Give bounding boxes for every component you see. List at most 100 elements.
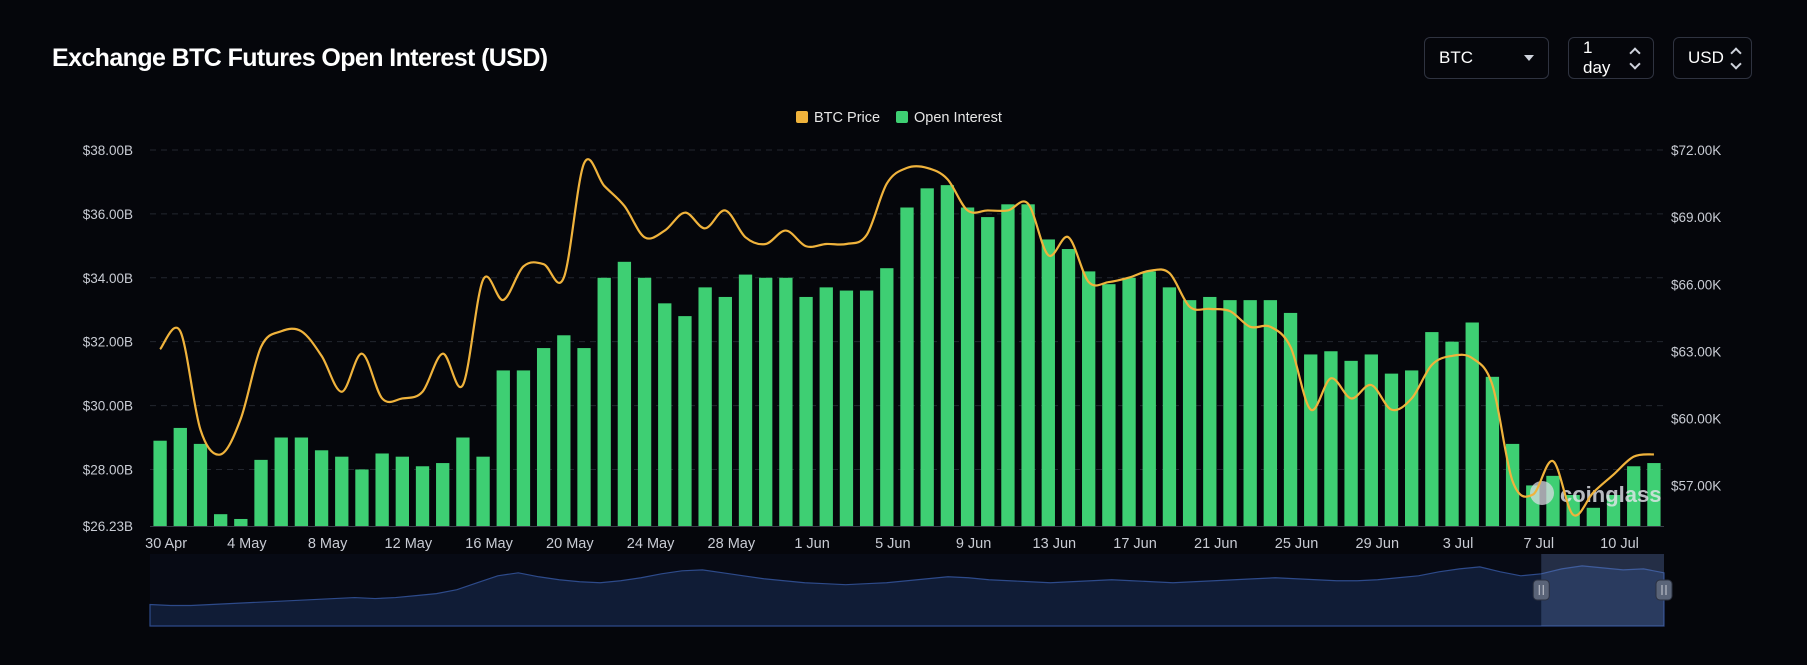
coinglass-icon: [1530, 481, 1554, 505]
open-interest-bar: [658, 303, 672, 526]
open-interest-bar: [1203, 296, 1217, 526]
open-interest-bar: [738, 274, 753, 526]
navigator-selection: [1541, 554, 1664, 626]
symbol-select[interactable]: BTC: [1424, 37, 1549, 79]
open-interest-bar: [1384, 373, 1399, 526]
navigator-handle-right[interactable]: [1655, 579, 1673, 601]
open-interest-bar: [1102, 284, 1116, 526]
open-interest-bar: [819, 287, 833, 526]
y-right-tick-label: $60.00K: [1671, 412, 1721, 427]
open-interest-bar: [193, 443, 208, 526]
open-interest-bar: [1061, 249, 1076, 526]
open-interest-bar: [436, 463, 450, 526]
x-tick-label: 5 Jun: [875, 536, 910, 552]
x-tick-label: 17 Jun: [1113, 536, 1157, 552]
open-interest-bar: [1505, 443, 1520, 526]
open-interest-bar: [981, 217, 995, 526]
y-left-tick-label: $28.00B: [83, 462, 133, 477]
open-interest-bar: [1122, 277, 1136, 526]
watermark-logo: [1530, 481, 1554, 505]
open-interest-bar: [1364, 354, 1378, 526]
symbol-select-value: BTC: [1439, 48, 1473, 67]
open-interest-bar: [1162, 287, 1177, 526]
open-interest-bar: [173, 427, 187, 526]
x-tick-label: 29 Jun: [1356, 536, 1400, 552]
open-interest-bar: [1243, 300, 1257, 526]
y-left-tick-label: $26.23B: [83, 519, 133, 534]
open-interest-bar: [1627, 466, 1641, 526]
interval-select-value: 1 day: [1583, 38, 1611, 77]
open-interest-bar: [375, 453, 389, 526]
y-right-tick-label: $69.00K: [1671, 210, 1721, 225]
open-interest-bar: [1223, 300, 1237, 526]
x-tick-label: 20 May: [546, 536, 594, 552]
y-left-tick-label: $34.00B: [83, 271, 133, 286]
x-tick-label: 28 May: [708, 536, 756, 552]
open-interest-bar: [637, 277, 652, 526]
open-interest-bar: [577, 348, 591, 526]
x-tick-label: 16 May: [465, 536, 513, 552]
x-tick-label: 1 Jun: [794, 536, 829, 552]
y-right-tick-label: $57.00K: [1671, 479, 1721, 494]
open-interest-bar: [213, 514, 228, 526]
open-interest-bar: [1586, 507, 1601, 526]
open-interest-bar: [1445, 341, 1459, 526]
open-interest-bar: [880, 268, 894, 526]
open-interest-bar: [557, 335, 571, 526]
page-title: Exchange BTC Futures Open Interest (USD): [52, 44, 548, 72]
y-left-tick-label: $38.00B: [83, 143, 133, 158]
open-interest-bar: [1082, 271, 1096, 526]
open-interest-bar: [960, 207, 975, 526]
open-interest-bar: [274, 437, 288, 526]
open-interest-bar: [597, 277, 611, 526]
legend-swatch-btc-price: [796, 111, 808, 123]
open-interest-bar: [1465, 322, 1479, 526]
x-tick-label: 12 May: [385, 536, 433, 552]
open-interest-bar: [415, 466, 430, 526]
navigator-area: [149, 565, 1665, 627]
x-tick-label: 24 May: [627, 536, 675, 552]
navigator-handle-left[interactable]: [1532, 579, 1550, 601]
interval-select[interactable]: 1 day: [1568, 37, 1654, 79]
legend-label-btc-price: BTC Price: [814, 110, 880, 126]
x-tick-label: 30 Apr: [145, 536, 187, 552]
open-interest-bar: [678, 316, 692, 526]
open-interest-bar: [759, 277, 773, 526]
open-interest-bar: [617, 261, 632, 526]
legend-label-open-interest: Open Interest: [914, 110, 1002, 126]
x-tick-label: 25 Jun: [1275, 536, 1319, 552]
x-tick-label: 3 Jul: [1443, 536, 1474, 552]
open-interest-bar: [1425, 332, 1439, 526]
y-left-tick-label: $36.00B: [83, 207, 133, 222]
open-interest-bar: [496, 370, 510, 526]
open-interest-bar: [1566, 495, 1580, 526]
x-tick-label: 4 May: [227, 536, 267, 552]
open-interest-bar: [395, 456, 409, 526]
open-interest-bar: [1304, 354, 1318, 526]
open-interest-bar: [718, 296, 732, 526]
btc-price-line: [159, 158, 1655, 517]
legend-swatch-open-interest: [896, 111, 908, 123]
open-interest-bar: [254, 459, 268, 526]
x-tick-label: 21 Jun: [1194, 536, 1238, 552]
open-interest-bar: [1142, 271, 1156, 526]
y-right-tick-label: $63.00K: [1671, 344, 1721, 359]
x-tick-label: 13 Jun: [1033, 536, 1077, 552]
open-interest-bar: [1405, 370, 1419, 526]
open-interest-bar: [456, 437, 470, 526]
x-tick-label: 7 Jul: [1523, 536, 1554, 552]
currency-select[interactable]: USD: [1673, 37, 1752, 79]
open-interest-bar: [839, 290, 854, 526]
x-tick-label: 8 May: [308, 536, 348, 552]
open-interest-bar: [1182, 300, 1197, 526]
x-tick-label: 9 Jun: [956, 536, 991, 552]
open-interest-bar: [1021, 204, 1035, 526]
open-interest-bar: [153, 440, 167, 526]
open-interest-bar: [900, 207, 914, 526]
open-interest-bar: [1001, 204, 1015, 526]
chevron-down-icon: [1524, 55, 1534, 61]
open-interest-bar: [476, 456, 490, 526]
open-interest-bar: [294, 437, 309, 526]
open-interest-bar: [940, 185, 955, 526]
